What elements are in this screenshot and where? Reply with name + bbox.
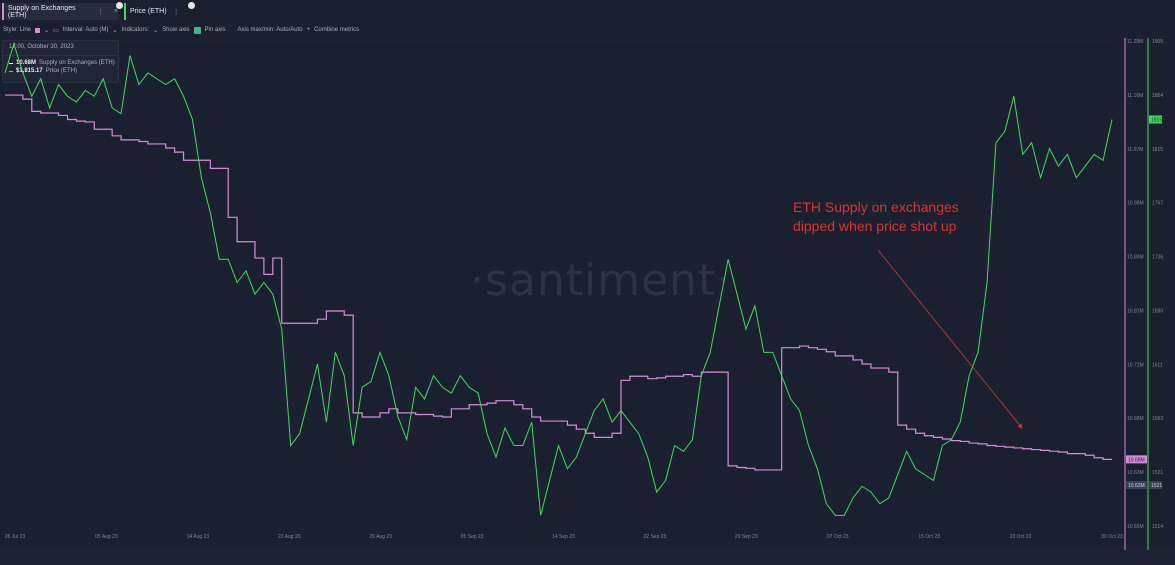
tooltip-price-value: $1,815.17	[16, 68, 43, 74]
x-axis-tick: 26 Jul 23	[5, 534, 26, 540]
supply-axis-tick: 10.98M	[1127, 201, 1144, 207]
chart-tooltip: 17:00, October 30, 2023 10.68M Supply on…	[2, 40, 119, 83]
x-axis-tick: 15 Oct 23	[918, 534, 940, 540]
x-axis-tick: 30 Oct 23	[1101, 534, 1123, 540]
annotation-line-1: ETH Supply on exchanges	[793, 199, 959, 215]
chevron-down-icon[interactable]: ⌄	[44, 27, 50, 34]
x-axis-tick: 22 Aug 23	[278, 534, 301, 540]
axis-max-min-selector[interactable]: Axis max/min: Auto/Auto	[237, 27, 303, 33]
price-axis-tick: 1563	[1152, 416, 1163, 422]
x-axis-tick: 05 Sep 23	[461, 534, 484, 540]
tooltip-supply-label: Supply on Exchanges (ETH)	[39, 60, 115, 66]
price-series-line	[4, 42, 1113, 516]
plus-icon: +	[306, 27, 311, 33]
pin-axis-toggle[interactable]: Pin axis	[204, 27, 226, 33]
close-icon[interactable]: ×	[113, 8, 118, 15]
price-axis-tick: 1521	[1152, 470, 1163, 476]
tab-label: Supply on Exchanges (ETH)	[7, 4, 76, 19]
x-axis-tick: 05 Aug 23	[95, 534, 118, 540]
supply-axis-tick: 10.89M	[1127, 255, 1144, 261]
x-axis-tick: 29 Sep 23	[735, 534, 758, 540]
price-axis-tick: 1611	[1152, 362, 1163, 368]
tooltip-row-price: $1,815.17 Price (ETH)	[9, 68, 77, 74]
price-axis-tick: 1905	[1152, 39, 1163, 45]
settings-dot-icon[interactable]	[116, 2, 123, 9]
settings-dot-icon[interactable]	[188, 2, 195, 9]
show-axis-toggle[interactable]: Show axis	[162, 27, 190, 33]
tab-menu-icon[interactable]: ⋮	[172, 8, 180, 16]
santiment-watermark: ·santiment·	[470, 255, 732, 306]
navigator-strip	[0, 546, 1175, 565]
supply-axis-tick: 10.63M	[1127, 470, 1144, 476]
combine-metrics-button[interactable]: Combine metrics	[314, 27, 360, 33]
interval-selector[interactable]: Interval: Auto (M)	[62, 27, 109, 33]
extra-price-badge: 1521	[1151, 483, 1162, 489]
price-axis-tick: 1767	[1152, 201, 1163, 207]
supply-series-line	[5, 94, 1112, 471]
tooltip-row-supply: 10.68M Supply on Exchanges (ETH)	[9, 60, 115, 66]
supply-axis-tick: 10.81M	[1127, 308, 1144, 314]
x-axis-tick: 14 Aug 23	[187, 534, 210, 540]
x-axis-tick: 07 Oct 23	[827, 534, 849, 540]
supply-axis-tick: 10.68M	[1127, 416, 1144, 422]
chart-toolbar: Style: Line ⌄ ▭ Interval: Auto (M) ⌄ Ind…	[0, 24, 363, 36]
series-dash-icon	[9, 70, 13, 72]
tab-menu-icon[interactable]: ⋮	[96, 8, 104, 16]
price-axis-tick: 1514	[1152, 524, 1163, 530]
tab-supply-on-exchanges[interactable]: Supply on Exchanges (ETH) ⋮ ×	[2, 3, 118, 20]
annotation-line-2: dipped when price shot up	[793, 218, 957, 234]
tab-color-bar	[2, 3, 4, 20]
x-axis-tick: 23 Oct 23	[1010, 534, 1032, 540]
price-axis-tick: 1736	[1152, 255, 1163, 261]
chart-annotation: ETH Supply on exchanges dipped when pric…	[793, 198, 993, 236]
price-axis-tick: 1815	[1152, 147, 1163, 153]
x-axis-tick: 29 Aug 23	[369, 534, 392, 540]
x-axis-tick: 14 Sep 23	[552, 534, 575, 540]
supply-axis-tick: 11.28M	[1127, 39, 1143, 45]
chevron-down-icon[interactable]: ⌄	[112, 27, 118, 34]
tooltip-date: 17:00, October 30, 2023	[9, 44, 74, 50]
extra-price-badge-bg	[1149, 481, 1162, 489]
price-axis-tick: 1854	[1152, 93, 1163, 99]
calendar-icon: ▭	[53, 27, 59, 34]
supply-axis-tick: 11.07M	[1127, 147, 1143, 153]
extra-supply-badge-bg	[1126, 481, 1147, 489]
extra-supply-badge: 10.62M	[1128, 483, 1145, 489]
color-swatch-icon[interactable]	[35, 27, 41, 33]
current-price-badge-bg	[1149, 115, 1162, 124]
tooltip-price-label: Price (ETH)	[45, 68, 78, 74]
chevron-down-icon[interactable]: ⌄	[153, 27, 159, 34]
tab-price[interactable]: Price (ETH) ⋮	[124, 3, 190, 20]
check-icon[interactable]	[193, 26, 201, 34]
supply-axis-tick: 10.72M	[1127, 362, 1144, 368]
current-supply-badge-bg	[1126, 455, 1147, 464]
supply-axis-tick: 10.55M	[1127, 524, 1144, 530]
indicators-selector[interactable]: Indicators:	[121, 27, 150, 33]
style-selector[interactable]: Style: Line	[3, 27, 32, 33]
tab-color-bar	[124, 3, 126, 20]
price-axis-tick: 1690	[1152, 308, 1163, 314]
current-price-badge: 1815	[1151, 118, 1162, 124]
metric-tabs: Supply on Exchanges (ETH) ⋮ × Price (ETH…	[0, 0, 1175, 22]
supply-axis-tick: 11.16M	[1127, 93, 1143, 99]
divider	[3, 55, 118, 56]
tab-label: Price (ETH)	[130, 8, 167, 15]
series-dash-icon	[9, 62, 13, 64]
current-supply-badge: 10.68M	[1128, 457, 1145, 463]
x-axis-tick: 22 Sep 23	[644, 534, 667, 540]
annotation-arrow	[877, 249, 1023, 429]
tooltip-supply-value: 10.68M	[16, 60, 37, 66]
